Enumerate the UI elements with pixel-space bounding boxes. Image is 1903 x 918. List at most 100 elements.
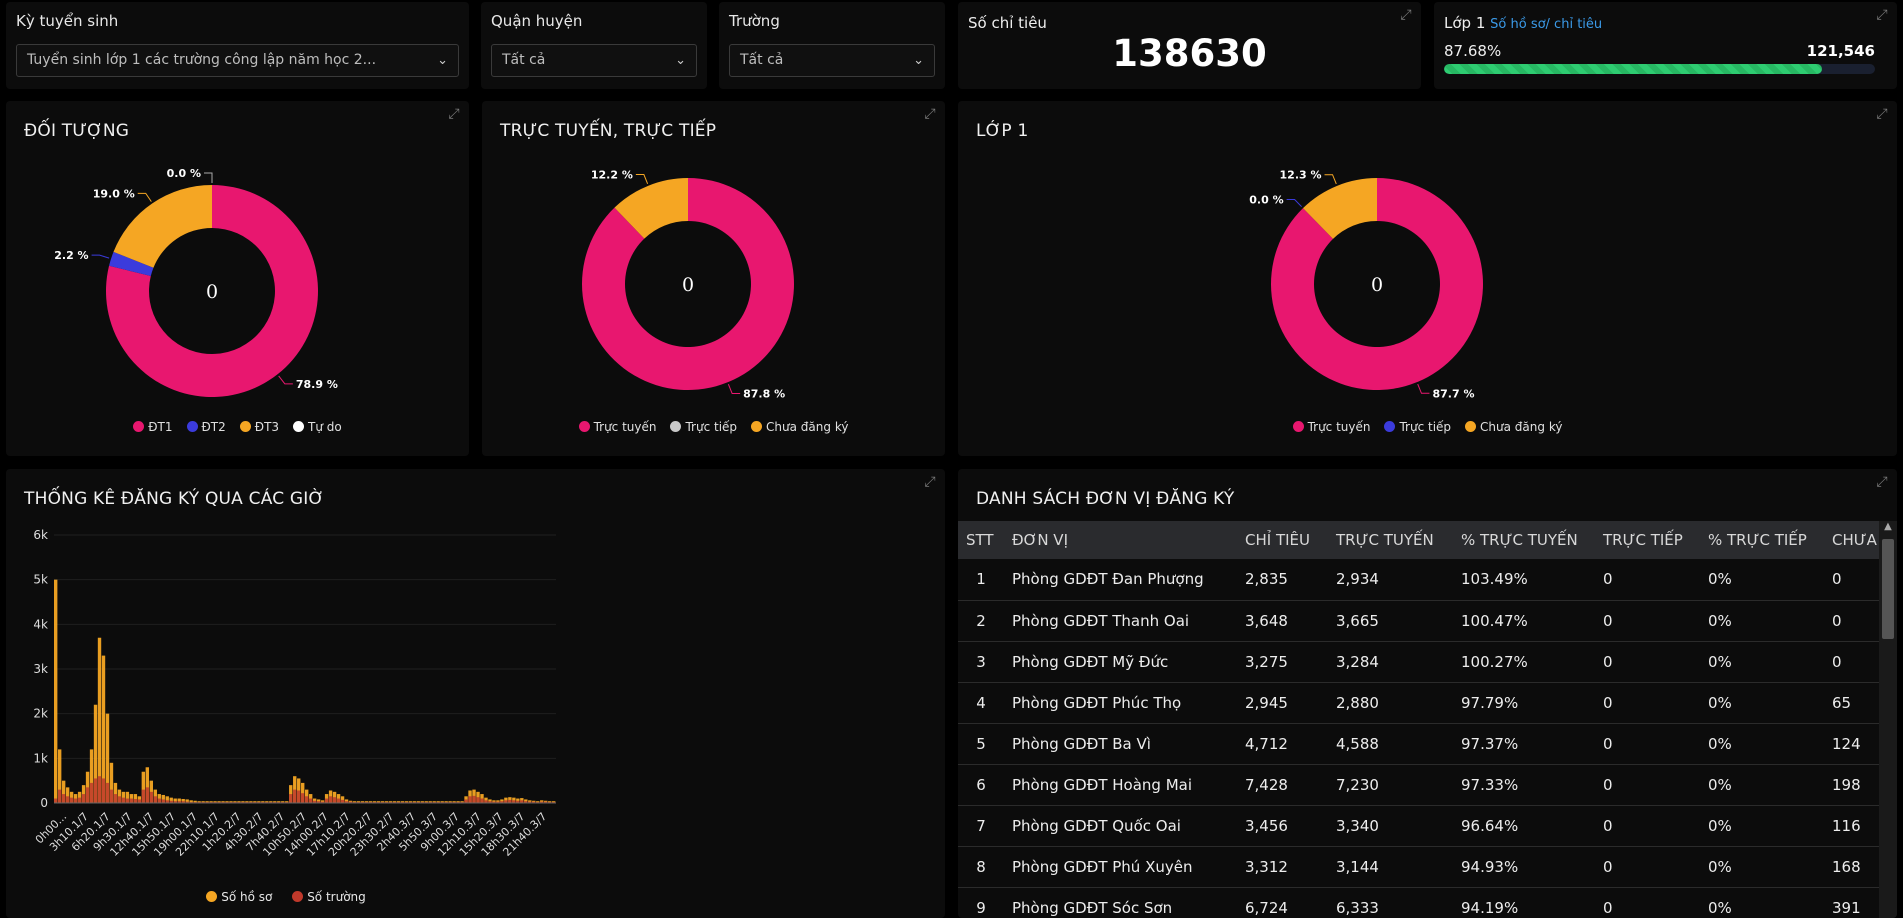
expand-icon[interactable]: ⤢ [924, 474, 936, 490]
table-row[interactable]: 8 Phòng GDĐT Phú Xuyên 3,312 3,144 94.93% 0 0%… [958, 846, 1879, 888]
lop1-subtitle-link[interactable]: Số hồ sơ/ chỉ tiêu [1490, 17, 1603, 32]
bar-so-ho-so[interactable] [57, 749, 62, 803]
bar-so-ho-so[interactable] [340, 796, 345, 803]
truc_tuyen-slice-0[interactable] [582, 178, 794, 391]
doi_tuong-slice-1[interactable] [109, 251, 154, 277]
bar-so-truong[interactable] [308, 798, 313, 803]
bar-so-ho-so[interactable] [524, 799, 528, 803]
bar-so-ho-so[interactable] [81, 785, 86, 803]
bar-so-ho-so[interactable] [93, 704, 98, 803]
bar-so-truong[interactable] [81, 794, 86, 803]
bar-so-ho-so[interactable] [69, 791, 74, 803]
bar-so-truong[interactable] [77, 797, 82, 803]
bar-so-truong[interactable] [476, 797, 480, 803]
bar-so-truong[interactable] [544, 801, 548, 803]
table-row[interactable]: 4 Phòng GDĐT Phúc Thọ 2,945 2,880 97.79% 0 0% 6… [958, 682, 1879, 724]
bar-so-truong[interactable] [512, 800, 516, 803]
bar-so-ho-so[interactable] [316, 799, 321, 803]
bar-so-truong[interactable] [305, 796, 309, 803]
bar-so-truong[interactable] [289, 794, 293, 803]
bar-so-ho-so[interactable] [344, 799, 349, 803]
bar-so-truong[interactable] [85, 787, 90, 803]
bar-so-ho-so[interactable] [105, 713, 110, 803]
column-header[interactable]: TRỰC TUYẾN [1328, 521, 1453, 559]
bar-so-truong[interactable] [157, 798, 161, 803]
bar-so-ho-so[interactable] [145, 767, 150, 803]
bar-so-ho-so[interactable] [109, 762, 114, 803]
doi_tuong-legend-item-3[interactable]: Tự do [293, 420, 342, 434]
bar-so-truong[interactable] [344, 801, 349, 803]
bar-so-truong[interactable] [169, 800, 173, 803]
bar-so-ho-so[interactable] [165, 796, 169, 803]
bar-so-truong[interactable] [328, 796, 333, 803]
bar-so-truong[interactable] [324, 798, 329, 803]
bar-so-ho-so[interactable] [54, 579, 58, 803]
doi_tuong-legend-item-2[interactable]: ĐT3 [239, 420, 279, 434]
bar-so-truong[interactable] [181, 801, 185, 803]
bar-so-truong[interactable] [61, 794, 66, 803]
bar-so-ho-so[interactable] [301, 782, 305, 803]
bar-so-ho-so[interactable] [177, 798, 181, 803]
bar-so-truong[interactable] [320, 801, 325, 803]
legend-so-ho-so[interactable]: Số hồ sơ [206, 890, 272, 904]
truc_tuyen-legend-item-2[interactable]: Chưa đăng ký [751, 420, 848, 434]
bar-so-truong[interactable] [133, 798, 138, 803]
bar-so-ho-so[interactable] [141, 771, 146, 803]
bar-so-ho-so[interactable] [189, 800, 193, 803]
bar-so-truong[interactable] [65, 796, 70, 803]
scroll-up-icon[interactable]: ▲ [1884, 521, 1892, 532]
bar-so-truong[interactable] [336, 798, 341, 803]
truong-select[interactable]: Tất cả ⌄ [729, 44, 935, 77]
table-row[interactable]: 2 Phòng GDĐT Thanh Oai 3,648 3,665 100.47% 0 0… [958, 600, 1879, 642]
truc_tuyen-legend-item-0[interactable]: Trực tuyến [578, 420, 656, 434]
bar-so-truong[interactable] [332, 797, 337, 803]
bar-so-truong[interactable] [496, 801, 500, 803]
expand-icon[interactable]: ⤢ [448, 106, 460, 122]
bar-so-truong[interactable] [516, 800, 520, 803]
column-header[interactable]: TRỰC TIẾP [1595, 521, 1700, 559]
bar-so-truong[interactable] [504, 800, 508, 803]
lop1_donut-slice-0[interactable] [1271, 178, 1483, 390]
bar-so-truong[interactable] [161, 799, 165, 803]
bar-so-truong[interactable] [484, 800, 488, 803]
bar-so-truong[interactable] [312, 800, 317, 803]
bar-so-truong[interactable] [125, 798, 130, 803]
doi_tuong-legend-item-1[interactable]: ĐT2 [186, 420, 226, 434]
expand-icon[interactable]: ⤢ [1876, 106, 1888, 122]
bar-so-truong[interactable] [121, 797, 126, 803]
bar-so-truong[interactable] [165, 800, 169, 803]
table-row[interactable]: 9 Phòng GDĐT Sóc Sơn 6,724 6,333 94.19% 0 0% 39… [958, 887, 1879, 918]
expand-icon[interactable]: ⤢ [924, 106, 936, 122]
table-row[interactable]: 3 Phòng GDĐT Mỹ Đức 3,275 3,284 100.27% 0 0% 0 [958, 641, 1879, 683]
bar-so-ho-so[interactable] [169, 797, 173, 803]
lop1_donut-slice-2[interactable] [1302, 178, 1377, 239]
bar-so-truong[interactable] [73, 798, 78, 803]
expand-icon[interactable]: ⤢ [1876, 474, 1888, 490]
table-row[interactable]: 6 Phòng GDĐT Hoàng Mai 7,428 7,230 97.33% 0 0%… [958, 764, 1879, 806]
table-row[interactable]: 5 Phòng GDĐT Ba Vì 4,712 4,588 97.37% 0 0% 124 [958, 723, 1879, 765]
bar-so-truong[interactable] [185, 801, 189, 803]
bar-so-ho-so[interactable] [113, 782, 118, 803]
lop1_donut-legend-item-1[interactable]: Trực tiếp [1384, 420, 1451, 434]
danh-sach-table-wrap[interactable]: STT ĐƠN VỊ CHỈ TIÊU TRỰC TUYẾN% TRỰC TUYẾN T… [958, 521, 1879, 918]
bar-so-truong[interactable] [468, 796, 472, 803]
truc_tuyen-legend-item-1[interactable]: Trực tiếp [670, 420, 737, 434]
bar-so-truong[interactable] [145, 787, 150, 803]
bar-so-truong[interactable] [480, 798, 484, 803]
bar-so-ho-so[interactable] [488, 799, 492, 803]
bar-so-truong[interactable] [528, 801, 532, 803]
table-row[interactable]: 1 Phòng GDĐT Đan Phượng 2,835 2,934 103.49% 0… [958, 559, 1879, 601]
bar-so-ho-so[interactable] [121, 791, 126, 803]
bar-so-truong[interactable] [297, 790, 301, 803]
doi_tuong-slice-2[interactable] [113, 185, 212, 268]
table-row[interactable]: 7 Phòng GDĐT Quốc Oai 3,456 3,340 96.64% 0 0% 1… [958, 805, 1879, 847]
column-header[interactable]: CHỈ TIÊU [1237, 521, 1328, 559]
ky-tuyen-sinh-select[interactable]: Tuyển sinh lớp 1 các trường công lập năm… [16, 44, 459, 77]
bar-so-ho-so[interactable] [181, 798, 185, 803]
bar-so-truong[interactable] [340, 799, 345, 803]
bar-so-truong[interactable] [524, 801, 528, 803]
bar-so-truong[interactable] [293, 789, 297, 803]
bar-so-truong[interactable] [89, 782, 94, 803]
bar-so-truong[interactable] [113, 794, 118, 803]
bar-so-truong[interactable] [488, 801, 492, 803]
